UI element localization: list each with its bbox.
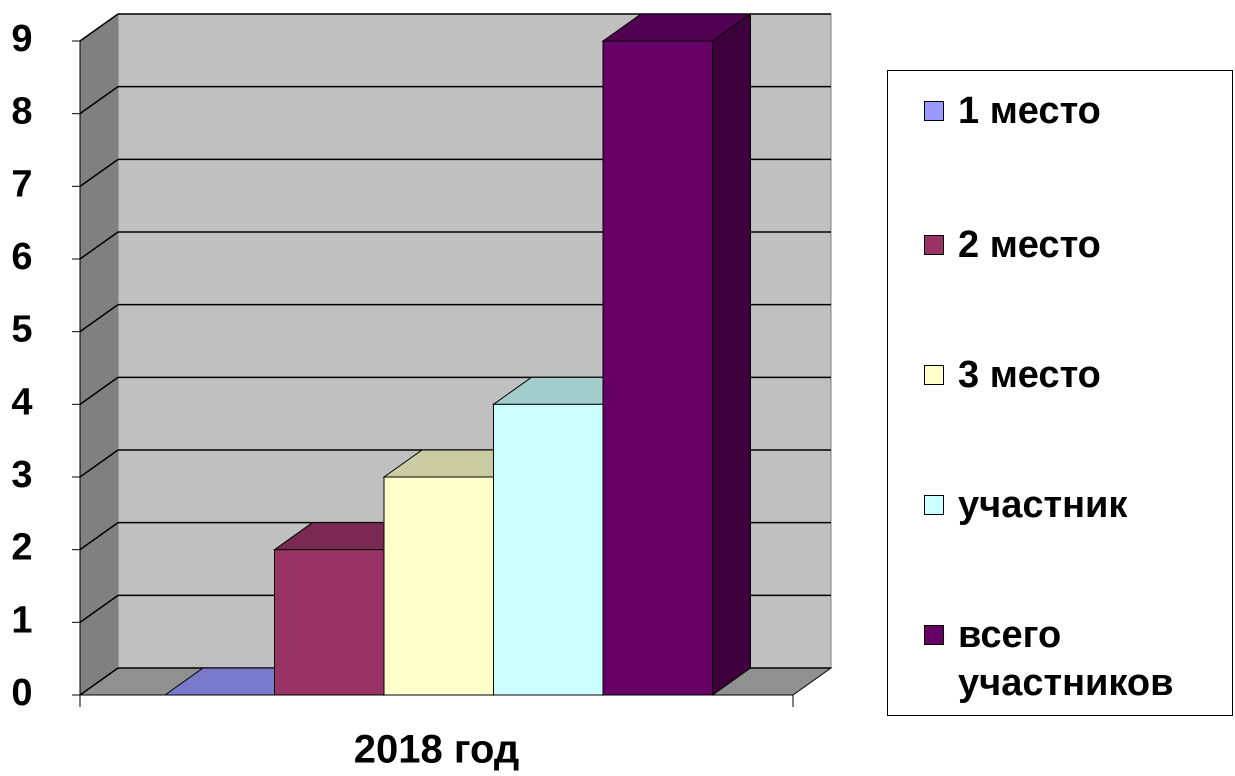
grid-line xyxy=(79,449,119,478)
grid-line xyxy=(79,376,119,405)
y-tick-label: 4 xyxy=(11,381,32,423)
legend-swatch xyxy=(924,495,944,515)
legend-swatch xyxy=(924,365,944,385)
legend-swatch xyxy=(924,625,944,645)
legend-label: 1 место xyxy=(958,90,1101,132)
legend-swatch xyxy=(924,101,944,121)
bar xyxy=(274,549,385,696)
chart: 0 1 2 3 4 5 6 7 8 9 2018 год xyxy=(11,13,833,772)
legend-swatch xyxy=(924,235,944,255)
x-tick-label: 2018 год xyxy=(354,728,520,772)
grid-line xyxy=(79,304,119,333)
side-wall xyxy=(79,13,119,696)
bar xyxy=(602,40,713,696)
grid-line xyxy=(79,667,119,696)
y-tick-label: 1 xyxy=(11,599,32,641)
bar-side xyxy=(712,13,751,696)
grid-line xyxy=(79,13,119,42)
y-tick-label: 5 xyxy=(11,309,32,351)
legend-label: всего участников xyxy=(958,614,1174,704)
y-tick-label: 8 xyxy=(11,91,32,133)
grid-line xyxy=(79,86,119,115)
grid-line xyxy=(79,522,119,551)
grid-line xyxy=(79,231,119,260)
y-tick-label: 9 xyxy=(11,18,32,60)
grid-line xyxy=(79,594,119,623)
y-tick-label: 3 xyxy=(11,454,32,496)
legend-label: 3 место xyxy=(958,354,1101,396)
y-tick-label: 2 xyxy=(11,527,32,569)
bar xyxy=(493,403,604,696)
legend: 1 место 2 место 3 место участник всего участ… xyxy=(887,70,1233,716)
bar xyxy=(383,476,494,696)
grid-line xyxy=(79,158,119,187)
y-tick-label: 7 xyxy=(11,163,32,205)
legend-label: участник xyxy=(958,484,1128,526)
y-tick-label: 0 xyxy=(11,672,32,714)
legend-label: 2 место xyxy=(958,224,1101,266)
y-tick-label: 6 xyxy=(11,236,32,278)
